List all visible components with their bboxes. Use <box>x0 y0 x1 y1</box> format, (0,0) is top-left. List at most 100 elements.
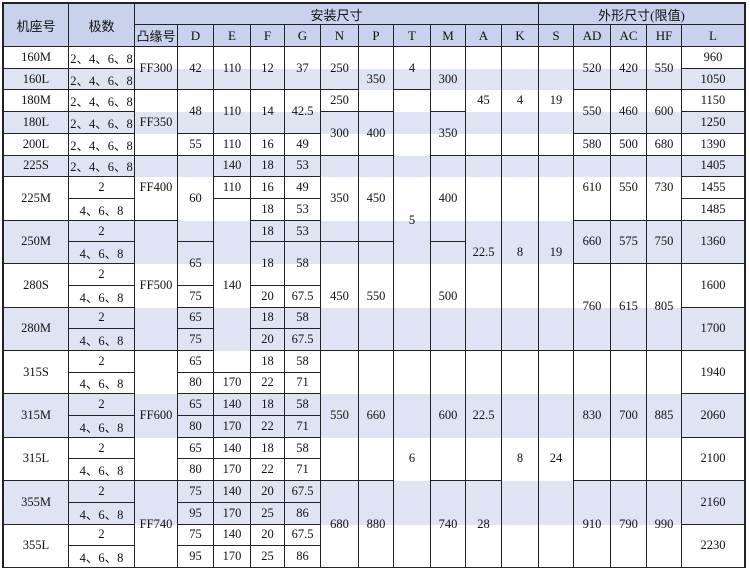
header-a: A <box>466 25 502 47</box>
cell-poles: 2、4、6、8 <box>69 68 135 91</box>
cell-ad: 520 <box>574 47 611 91</box>
cell-d: 48 <box>178 90 214 134</box>
cell-poles: 2 <box>69 177 135 199</box>
cell-n: 250 <box>321 47 359 91</box>
cell-f: 18 <box>251 220 285 243</box>
cell-f: 22 <box>251 459 285 482</box>
header-ac: AC <box>611 25 647 47</box>
cell-d: 65 <box>178 394 214 417</box>
cell-poles: 2 <box>69 481 135 503</box>
header-flange: 凸缘号 <box>135 25 178 47</box>
cell-f: 25 <box>251 546 285 568</box>
cell-frame-size: 225M <box>4 177 69 221</box>
cell-frame-size: 315M <box>4 394 69 438</box>
cell-e: 110 <box>214 177 251 199</box>
cell-g: 42.5 <box>285 90 321 134</box>
header-n: N <box>321 25 359 47</box>
cell-g: 58 <box>285 394 321 417</box>
cell-ac: 460 <box>611 90 647 134</box>
cell-a: 22.5 <box>466 350 502 482</box>
cell-m: 300 <box>431 47 466 113</box>
cell-g: 58 <box>285 307 321 330</box>
cell-d: 60 <box>178 155 214 243</box>
cell-f: 22 <box>251 416 285 438</box>
cell-hf: 990 <box>647 481 682 568</box>
cell-p: 880 <box>359 481 394 568</box>
cell-l: 2060 <box>682 394 746 438</box>
cell-poles: 2、4、6、8 <box>69 133 135 156</box>
cell-ac: 575 <box>611 220 647 265</box>
cell-g: 67.5 <box>285 329 321 351</box>
header-hf: HF <box>647 25 682 47</box>
row-stripe <box>4 502 746 525</box>
header-ad: AD <box>574 25 611 47</box>
cell-f: 14 <box>251 90 285 134</box>
cell-poles: 2 <box>69 350 135 373</box>
cell-f: 25 <box>251 502 285 525</box>
cell-l: 1250 <box>682 112 746 134</box>
cell-g: 67.5 <box>285 481 321 503</box>
cell-d: 80 <box>178 416 214 438</box>
cell-l: 1485 <box>682 198 746 221</box>
cell-d: 75 <box>178 524 214 547</box>
cell-d: 42 <box>178 47 214 91</box>
cell-hf: 600 <box>647 90 682 134</box>
cell-a: 45 <box>466 47 502 156</box>
cell-f: 20 <box>251 481 285 503</box>
cell-poles: 2 <box>69 437 135 460</box>
cell-ad: 910 <box>574 481 611 568</box>
cell-d: 95 <box>178 502 214 525</box>
cell-n: 250 <box>321 90 359 113</box>
cell-e: 140 <box>214 481 251 503</box>
cell-m: 500 <box>431 242 466 351</box>
cell-hf: 750 <box>647 220 682 265</box>
cell-s: 24 <box>539 350 574 568</box>
cell-ac: 700 <box>611 350 647 482</box>
cell-g: 49 <box>285 177 321 199</box>
cell-d: 65 <box>178 350 214 373</box>
header-p: P <box>359 25 394 47</box>
cell-n: 680 <box>321 481 359 568</box>
row-stripe <box>4 112 746 134</box>
cell-d: 55 <box>178 133 214 156</box>
cell-poles: 2 <box>69 307 135 330</box>
cell-frame-size: 315L <box>4 437 69 482</box>
cell-poles: 4、6、8 <box>69 285 135 308</box>
cell-e: 140 <box>214 524 251 547</box>
cell-g: 58 <box>285 350 321 373</box>
cell-g: 67.5 <box>285 285 321 308</box>
cell-frame-size: 355L <box>4 524 69 568</box>
cell-g: 53 <box>285 198 321 221</box>
cell-ad: 830 <box>574 350 611 482</box>
cell-f: 20 <box>251 285 285 308</box>
cell-frame-size: 225S <box>4 155 69 178</box>
cell-d: 65 <box>178 307 214 330</box>
cell-g: 71 <box>285 372 321 395</box>
cell-m: 740 <box>431 481 466 568</box>
cell-poles: 2 <box>69 220 135 243</box>
cell-e: 110 <box>214 133 251 156</box>
header-m: M <box>431 25 466 47</box>
header-l: L <box>682 25 746 47</box>
cell-hf: 805 <box>647 264 682 351</box>
cell-f: 12 <box>251 47 285 91</box>
cell-l: 2100 <box>682 437 746 482</box>
cell-a: 28 <box>466 481 502 568</box>
cell-g: 53 <box>285 155 321 178</box>
cell-poles: 2、4、6、8 <box>69 90 135 113</box>
cell-p: 350 <box>359 47 394 113</box>
cell-l: 960 <box>682 47 746 69</box>
cell-poles: 2、4、6、8 <box>69 155 135 178</box>
cell-a: 22.5 <box>466 155 502 351</box>
cell-e: 110 <box>214 90 251 134</box>
header-f: F <box>251 25 285 47</box>
cell-l: 1455 <box>682 177 746 199</box>
cell-k: 8 <box>502 155 539 351</box>
header-outline-dims: 外形尺寸(限值) <box>539 4 746 25</box>
cell-frame-size: 280S <box>4 264 69 308</box>
cell-flange: FF400 <box>135 155 178 221</box>
cell-n: 350 <box>321 155 359 243</box>
cell-ac: 790 <box>611 481 647 568</box>
row-stripe <box>4 307 746 330</box>
